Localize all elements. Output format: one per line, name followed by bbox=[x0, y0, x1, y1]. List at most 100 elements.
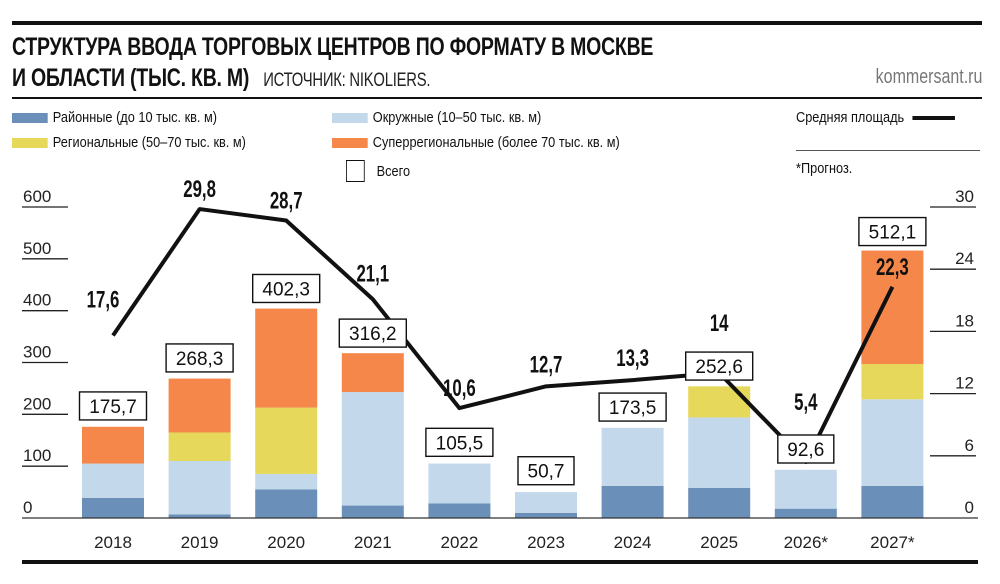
bar-segment bbox=[688, 487, 751, 518]
total-box bbox=[598, 392, 667, 422]
left-axis-tick-label: 300 bbox=[23, 343, 51, 362]
total-box bbox=[78, 391, 148, 421]
legend-label: Окружные (10–50 тыс. кв. м) bbox=[372, 109, 542, 126]
title-line2-text: И ОБЛАСТИ (ТЫС. КВ. М) bbox=[12, 64, 250, 92]
left-axis-tick-label: 100 bbox=[23, 446, 51, 465]
chart-title-line1: СТРУКТУРА ВВОДА ТОРГОВЫХ ЦЕНТРОВ ПО ФОРМ… bbox=[12, 33, 654, 61]
avg-area-label: 12,7 bbox=[530, 351, 563, 378]
legend-avg-line: Средняя площадь bbox=[796, 109, 956, 126]
x-axis-label: 2024 bbox=[614, 533, 652, 552]
legend-swatch-superregional bbox=[332, 137, 368, 148]
legend-total: Всего bbox=[346, 160, 410, 182]
avg-area-label: 5,4 bbox=[794, 389, 818, 416]
x-axis-label: 2025 bbox=[700, 533, 738, 552]
bar-segment bbox=[774, 508, 837, 518]
source-label: ИСТОЧНИК: NIKOLIERS. bbox=[263, 70, 431, 91]
bar-segment bbox=[341, 505, 404, 518]
left-axis-tick-label: 400 bbox=[23, 291, 51, 310]
legend-label: Суперрегиональные (более 70 тыс. кв. м) bbox=[372, 134, 620, 151]
total-value-label: 316,2 bbox=[349, 324, 397, 345]
right-axis-tick-label: 18 bbox=[955, 311, 974, 330]
bar-segment bbox=[341, 353, 404, 393]
bar-segment bbox=[82, 426, 144, 464]
total-box bbox=[685, 351, 754, 381]
total-value-label: 50,7 bbox=[528, 462, 565, 483]
right-axis-tick-label: 0 bbox=[965, 498, 974, 517]
avg-area-label: 10,6 bbox=[443, 375, 476, 402]
bar-segment bbox=[515, 492, 577, 513]
avg-area-line bbox=[111, 207, 895, 465]
legend-district: Районные (до 10 тыс. кв. м) bbox=[12, 109, 217, 126]
avg-area-label: 17,6 bbox=[87, 287, 120, 314]
total-box bbox=[251, 273, 321, 304]
bar-segment bbox=[255, 473, 318, 490]
legend-superregional: Суперрегиональные (более 70 тыс. кв. м) bbox=[332, 134, 620, 151]
x-axis-label: 2023 bbox=[527, 533, 565, 552]
legend-divider bbox=[796, 150, 980, 151]
forecast-note-text: *Прогноз. bbox=[796, 160, 853, 177]
avg-area-label: 14 bbox=[710, 310, 729, 337]
legend-line-swatch bbox=[912, 115, 956, 120]
total-box bbox=[858, 216, 927, 247]
right-axis-tick-label: 6 bbox=[965, 436, 974, 455]
total-box bbox=[425, 427, 494, 458]
legend-swatch-regional bbox=[12, 137, 48, 148]
bar-segment bbox=[168, 460, 231, 515]
total-value-label: 175,7 bbox=[89, 397, 137, 418]
bar-segment bbox=[428, 503, 491, 518]
avg-area-label: 28,7 bbox=[270, 188, 303, 215]
bar-segment bbox=[255, 407, 318, 474]
bar-segment bbox=[601, 427, 664, 486]
bar-segment bbox=[688, 386, 751, 418]
legend-okrug: Окружные (10–50 тыс. кв. м) bbox=[332, 109, 541, 126]
total-box bbox=[165, 343, 234, 373]
x-axis-label: 2022 bbox=[440, 533, 478, 552]
forecast-note: *Прогноз. bbox=[796, 160, 852, 177]
left-axis-tick-label: 0 bbox=[23, 498, 32, 517]
total-value-label: 268,3 bbox=[176, 349, 224, 370]
avg-area-label: 21,1 bbox=[356, 260, 389, 287]
bar-segment bbox=[255, 489, 318, 518]
top-rule bbox=[12, 21, 982, 25]
legend-label: Всего bbox=[376, 162, 411, 180]
legend-swatch-okrug bbox=[332, 112, 368, 123]
total-value-label: 402,3 bbox=[262, 279, 310, 300]
bar-segment bbox=[688, 417, 751, 488]
avg-area-label: 29,8 bbox=[183, 176, 216, 203]
bar-segment bbox=[861, 250, 924, 365]
bar-segment bbox=[168, 378, 231, 433]
left-axis-tick-label: 600 bbox=[23, 187, 51, 206]
x-axis-label: 2019 bbox=[181, 533, 219, 552]
total-value-label: 252,6 bbox=[695, 357, 743, 378]
legend-label: Средняя площадь bbox=[796, 109, 905, 126]
total-value-label: 512,1 bbox=[869, 223, 917, 244]
right-axis-tick-label: 24 bbox=[955, 249, 974, 268]
bar-segment bbox=[255, 308, 318, 408]
bar-segment bbox=[601, 485, 664, 518]
legend-swatch-district bbox=[12, 112, 48, 123]
bar-segment bbox=[428, 463, 491, 504]
x-axis-label: 2026* bbox=[784, 533, 829, 552]
bar-segment bbox=[861, 485, 924, 518]
avg-area-label: 22,3 bbox=[876, 254, 909, 281]
bar-segment bbox=[82, 463, 144, 498]
total-box bbox=[338, 318, 407, 348]
bar-segment bbox=[168, 514, 231, 518]
legend-regional: Региональные (50–70 тыс. кв. м) bbox=[12, 134, 246, 151]
header-rule bbox=[12, 97, 982, 99]
x-axis-label: 2018 bbox=[94, 533, 132, 552]
site-credit: kommersant.ru bbox=[875, 66, 982, 88]
avg-area-label: 13,3 bbox=[616, 345, 649, 372]
bar-segment bbox=[861, 364, 924, 400]
bar-segment bbox=[515, 512, 577, 518]
bar-segment bbox=[861, 399, 924, 486]
x-axis-label: 2027* bbox=[870, 533, 915, 552]
total-box bbox=[777, 434, 835, 464]
total-value-label: 105,5 bbox=[436, 433, 484, 454]
right-axis-tick-label: 12 bbox=[955, 374, 974, 393]
total-box bbox=[517, 456, 575, 486]
left-axis-tick-label: 200 bbox=[23, 394, 51, 413]
x-axis-label: 2021 bbox=[354, 533, 392, 552]
bar-segment bbox=[168, 432, 231, 461]
bar-segment bbox=[341, 392, 404, 506]
